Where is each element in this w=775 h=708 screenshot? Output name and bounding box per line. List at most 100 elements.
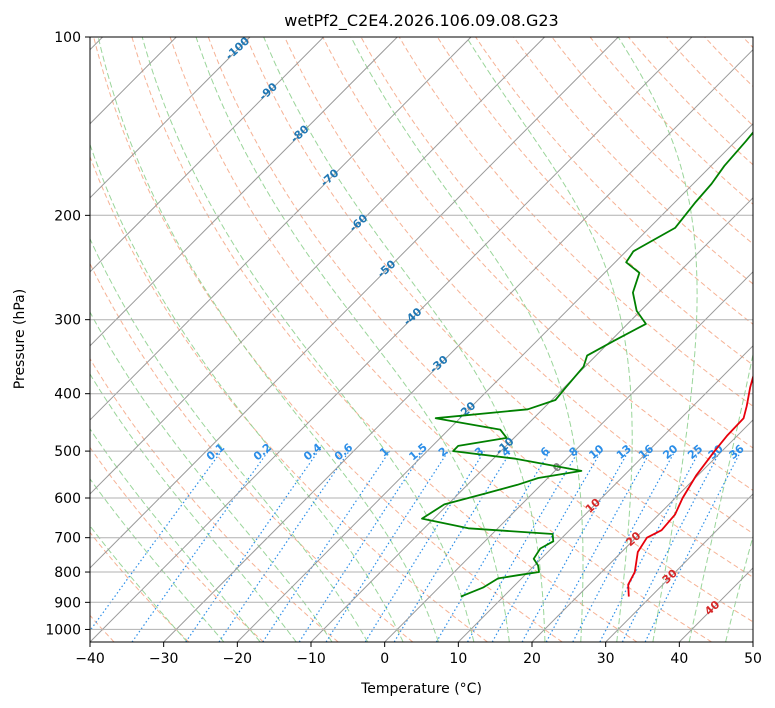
isotherm-label: 40 <box>702 598 722 618</box>
mixing-ratio-line <box>185 450 319 642</box>
dry-adiabat-line <box>551 37 753 245</box>
x-tick-label: −40 <box>75 651 105 667</box>
mixing-ratio-line <box>521 450 630 642</box>
x-tick-label: 40 <box>670 651 688 667</box>
isotherm-line <box>90 37 619 569</box>
y-tick-label: 1000 <box>45 622 81 638</box>
isotherm-line <box>90 37 472 421</box>
y-axis-title: Pressure (hPa) <box>12 289 28 389</box>
x-tick-label: 20 <box>523 651 541 667</box>
isotherm-line <box>236 123 753 642</box>
moist-adiabat-line <box>97 37 439 642</box>
dewpoint-profile-line <box>421 131 753 598</box>
mixing-ratio-line <box>218 450 350 642</box>
sounding-series <box>421 131 753 598</box>
isotherm-line <box>457 345 753 642</box>
x-tick-label: −20 <box>223 651 253 667</box>
dry-adiabat-line <box>207 37 753 623</box>
isotherm-line <box>90 37 398 347</box>
y-tick-label: 300 <box>54 313 81 329</box>
dry-adiabats <box>90 37 753 642</box>
isotherm-line <box>163 48 753 642</box>
temperature-profile-line <box>627 373 753 597</box>
x-axis: −40 −30 −20 −10 0 10 20 30 40 50 <box>75 642 762 667</box>
isotherm-line <box>752 641 753 642</box>
dry-adiabat-line <box>742 37 753 49</box>
dry-adiabat-line <box>704 37 753 88</box>
dry-adiabat-line <box>90 262 414 642</box>
moist-adiabat-line <box>350 37 584 642</box>
x-axis-title: Temperature (°C) <box>360 681 482 697</box>
y-tick-label: 400 <box>54 387 81 403</box>
isotherm-line <box>90 37 545 495</box>
mixing-ratio-label: 1.5 <box>407 441 430 463</box>
isotherm-label: -40 <box>401 305 425 328</box>
mixing-ratio-label: 36 <box>727 442 747 462</box>
mixing-ratio-line <box>90 450 222 632</box>
mixing-ratio-label: 16 <box>636 442 656 462</box>
dry-adiabat-line <box>93 37 563 642</box>
isotherm-line <box>605 493 753 642</box>
isotherm-line <box>90 37 324 273</box>
dry-adiabat-line <box>666 37 753 127</box>
dry-adiabat-line <box>90 531 190 642</box>
y-tick-label: 100 <box>54 30 81 46</box>
mixing-ratio-label: 2 <box>436 445 450 460</box>
moist-adiabat-line <box>688 352 753 642</box>
mixing-ratio-label: 6 <box>538 444 552 459</box>
x-tick-label: 50 <box>744 651 762 667</box>
mixing-ratio-line <box>599 450 701 642</box>
isotherm-line <box>310 197 753 642</box>
mixing-ratio-line <box>572 450 676 642</box>
dry-adiabat-line <box>360 37 753 449</box>
moist-adiabat-line <box>725 534 753 642</box>
dry-adiabat-line <box>90 155 488 642</box>
moist-adiabat-line <box>90 427 261 642</box>
x-tick-label: 10 <box>449 651 467 667</box>
y-tick-label: 600 <box>54 491 81 507</box>
y-tick-label: 900 <box>54 595 81 611</box>
plot-frame <box>89 36 754 643</box>
isotherm-line <box>531 419 753 642</box>
moist-adiabat-line <box>90 142 404 642</box>
mixing-ratio-line <box>644 450 742 642</box>
mixing-ratio-label: 13 <box>614 442 634 462</box>
mixing-ratio-label: 10 <box>586 442 606 462</box>
y-tick-label: 200 <box>54 208 81 224</box>
dry-adiabat-line <box>436 37 753 366</box>
isotherm-line <box>90 37 251 199</box>
isotherm-line <box>90 37 693 642</box>
moist-adiabat-line <box>90 311 333 642</box>
mixing-ratio-line <box>298 450 425 642</box>
moist-adiabat-line <box>617 37 698 642</box>
y-tick-label: 700 <box>54 531 81 547</box>
moist-adiabat-line <box>263 37 546 642</box>
mixing-ratio-line <box>325 450 449 642</box>
mixing-ratio-line <box>621 450 721 642</box>
x-tick-label: −10 <box>296 651 326 667</box>
y-axis: 100 200 300 400 500 600 700 800 900 1000 <box>45 30 90 638</box>
x-tick-label: −30 <box>149 651 179 667</box>
isotherm-line <box>384 271 753 642</box>
moist-adiabat-line <box>90 525 188 642</box>
plot-area: 0.1 0.2 0.4 0.6 1 1.5 2 3 4 6 8 10 13 16 20 25 30 36-100-… <box>90 37 753 642</box>
dry-adiabat-line <box>322 37 753 492</box>
isotherm-line <box>678 567 753 642</box>
moist-adiabats <box>90 37 753 642</box>
moist-adiabat-line <box>90 237 369 642</box>
dry-adiabat-line <box>90 446 264 642</box>
dry-adiabat-line <box>475 37 753 325</box>
dry-adiabat-line <box>246 37 753 578</box>
pressure-gridlines <box>90 37 753 630</box>
mixing-ratio-line <box>262 450 391 642</box>
dry-adiabat-line <box>513 37 753 285</box>
dry-adiabat-line <box>169 37 712 642</box>
dry-adiabat-line <box>90 357 339 642</box>
mixing-ratio-line <box>545 450 652 642</box>
mixing-ratio-label: 0.4 <box>301 441 325 464</box>
isotherm-label: 10 <box>583 496 603 516</box>
moist-adiabat-line <box>141 37 475 642</box>
chart-title: wetPf2_C2E4.2026.106.09.08.G23 <box>284 11 558 31</box>
moist-adiabat-line <box>90 373 297 642</box>
